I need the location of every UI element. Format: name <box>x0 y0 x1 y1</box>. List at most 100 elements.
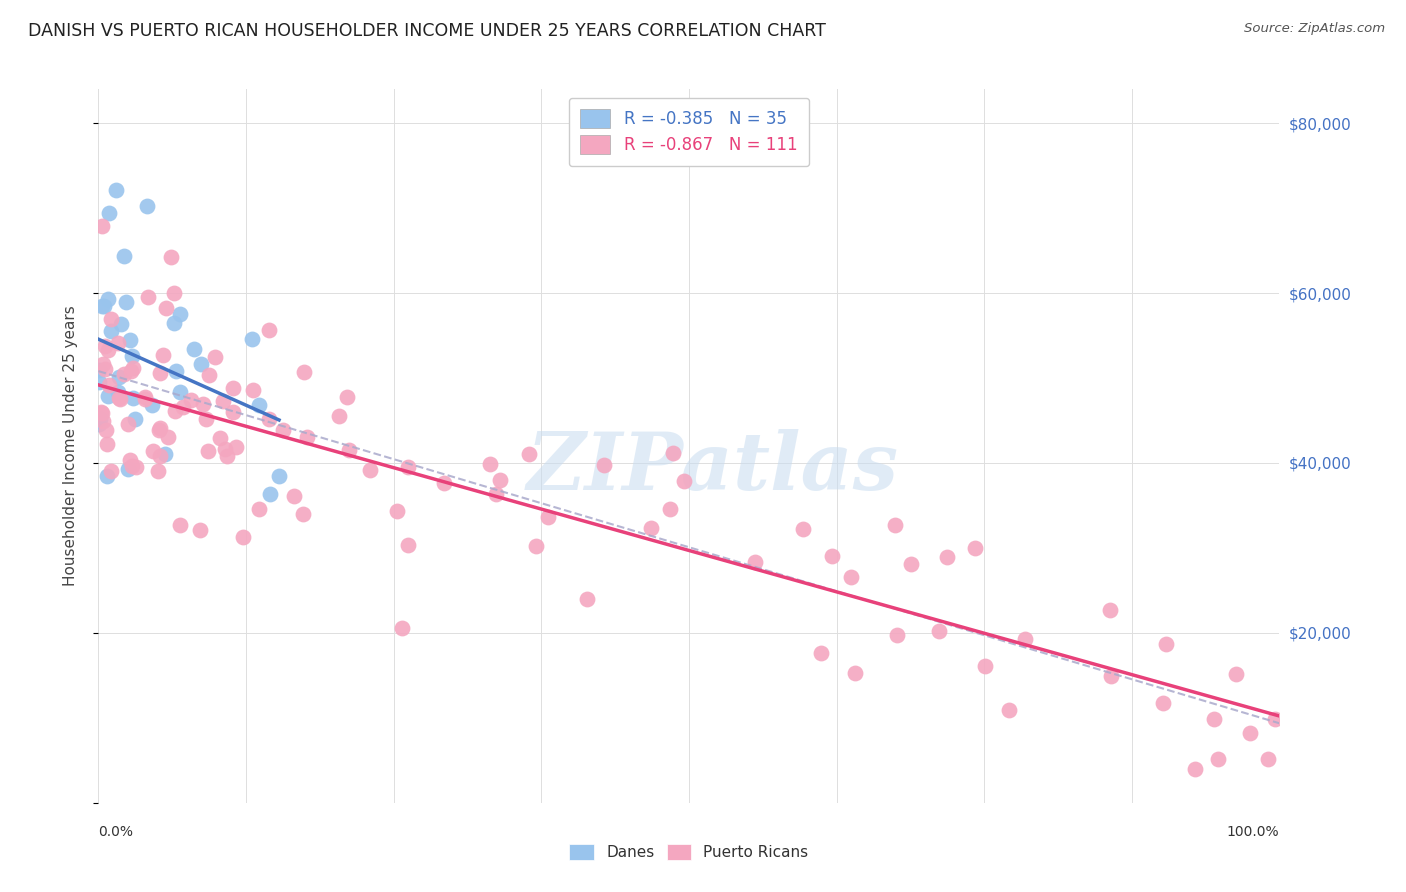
Point <box>222 404 245 418</box>
Point <box>247 501 270 516</box>
Point <box>98 378 121 392</box>
Point <box>153 447 176 461</box>
Point <box>97 389 120 403</box>
Point <box>122 391 145 405</box>
Point <box>385 504 408 518</box>
Point <box>232 530 254 544</box>
Point <box>188 523 211 537</box>
Point <box>1154 637 1177 651</box>
Point <box>91 414 114 428</box>
Point <box>1239 726 1261 740</box>
Point <box>295 430 318 444</box>
Point <box>179 393 201 408</box>
Point <box>169 517 191 532</box>
Point <box>162 285 184 300</box>
Point <box>107 335 129 350</box>
Point <box>336 390 359 404</box>
Point <box>90 299 112 313</box>
Point <box>1225 667 1247 681</box>
Point <box>190 357 212 371</box>
Point <box>110 317 132 331</box>
Point <box>212 393 235 408</box>
Point <box>672 474 695 488</box>
Point <box>91 406 114 420</box>
Point <box>148 464 170 478</box>
Point <box>242 383 264 397</box>
Point <box>575 591 598 606</box>
Point <box>271 423 294 437</box>
Point <box>524 539 547 553</box>
Point <box>1099 668 1122 682</box>
Point <box>900 558 922 572</box>
Point <box>96 468 118 483</box>
Point <box>165 364 187 378</box>
Point <box>292 365 315 379</box>
Point <box>257 323 280 337</box>
Point <box>162 316 184 330</box>
Point <box>593 458 616 472</box>
Point <box>1264 712 1286 726</box>
Text: Source: ZipAtlas.com: Source: ZipAtlas.com <box>1244 22 1385 36</box>
Point <box>973 658 995 673</box>
Point <box>337 443 360 458</box>
Point <box>122 360 145 375</box>
Point <box>659 502 682 516</box>
Point <box>121 458 143 473</box>
Point <box>112 367 135 381</box>
Point <box>744 555 766 569</box>
Point <box>928 624 950 639</box>
Point <box>134 390 156 404</box>
Point <box>93 339 115 353</box>
Point <box>193 397 215 411</box>
Point <box>115 295 138 310</box>
Text: 0.0%: 0.0% <box>98 825 134 839</box>
Point <box>117 417 139 431</box>
Point <box>117 462 139 476</box>
Point <box>1202 713 1225 727</box>
Point <box>536 510 558 524</box>
Point <box>155 301 177 316</box>
Text: DANISH VS PUERTO RICAN HOUSEHOLDER INCOME UNDER 25 YEARS CORRELATION CHART: DANISH VS PUERTO RICAN HOUSEHOLDER INCOM… <box>28 22 825 40</box>
Point <box>820 549 842 563</box>
Point <box>96 436 118 450</box>
Point <box>963 541 986 555</box>
Point <box>267 469 290 483</box>
Point <box>159 250 181 264</box>
Point <box>998 703 1021 717</box>
Point <box>936 550 959 565</box>
Point <box>87 363 110 377</box>
Text: 100.0%: 100.0% <box>1227 825 1279 839</box>
Point <box>359 463 381 477</box>
Point <box>100 463 122 477</box>
Point <box>396 460 419 475</box>
Point <box>1184 762 1206 776</box>
Point <box>134 392 156 406</box>
Point <box>120 364 142 378</box>
Point <box>257 412 280 426</box>
Point <box>517 447 540 461</box>
Point <box>124 459 146 474</box>
Point <box>120 333 142 347</box>
Legend: Danes, Puerto Ricans: Danes, Puerto Ricans <box>564 838 814 866</box>
Point <box>810 647 832 661</box>
Point <box>485 487 508 501</box>
Point <box>108 391 131 405</box>
Point <box>136 290 159 304</box>
Point <box>283 489 305 503</box>
Point <box>142 444 165 458</box>
Point <box>792 522 814 536</box>
Point <box>169 385 191 400</box>
Point <box>194 412 217 426</box>
Point <box>120 453 142 467</box>
Point <box>93 299 115 313</box>
Point <box>108 392 131 406</box>
Point <box>100 325 122 339</box>
Point <box>259 487 281 501</box>
Point <box>1257 751 1279 765</box>
Point <box>1014 632 1036 647</box>
Point <box>89 411 111 425</box>
Point <box>222 381 245 395</box>
Point <box>396 538 419 552</box>
Point <box>108 369 131 384</box>
Point <box>149 420 172 434</box>
